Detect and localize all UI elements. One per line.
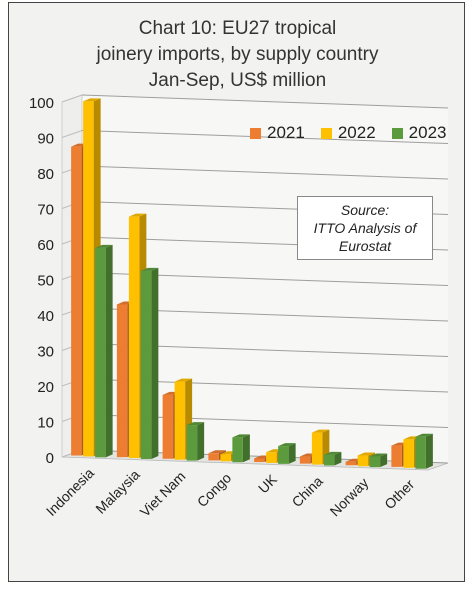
source-annotation: Source: ITTO Analysis of Eurostat [297, 196, 433, 260]
x-tick-label-china: China [289, 473, 326, 510]
x-tick-label-congo: Congo [194, 469, 235, 510]
legend-item-2022: 2022 [320, 123, 376, 143]
gridline-side-100 [61, 94, 83, 103]
legend-swatch-2021 [250, 127, 261, 139]
chart-title-line-3: Jan-Sep, US$ million [148, 70, 327, 91]
y-tick-label-40: 40 [37, 308, 54, 325]
bar-malaysia-2023 [140, 267, 159, 459]
chart-title-line-2: joinery imports, by supply country [96, 44, 379, 65]
x-tick-label-uk: UK [255, 471, 281, 497]
legend-swatch-2023 [391, 127, 403, 139]
y-tick-label-0: 0 [46, 450, 54, 467]
y-tick-label-70: 70 [37, 202, 54, 219]
x-tick-label-indonesia: Indonesia [43, 465, 97, 519]
y-tick-label-10: 10 [37, 415, 54, 432]
y-tick-label-20: 20 [37, 379, 54, 396]
bar-other-2023 [415, 433, 433, 469]
y-tick-label-90: 90 [37, 131, 54, 148]
bar-norway-2023 [369, 453, 388, 468]
legend-label-2021: 2021 [267, 123, 305, 142]
gridline-100 [81, 94, 449, 109]
legend-item-2021: 2021 [250, 123, 305, 143]
source-line-3: Eurostat [338, 238, 392, 254]
source-line-1: Source: [340, 202, 390, 218]
legend-label-2023: 2023 [408, 123, 447, 142]
bar-uk-2023 [278, 443, 296, 464]
chart-title-line-1: Chart 10: EU27 tropical [138, 18, 337, 39]
y-tick-label-50: 50 [37, 273, 54, 290]
source-line-2: ITTO Analysis of [313, 220, 417, 236]
y-tick-label-60: 60 [37, 237, 54, 254]
bar-viet-nam-2023 [186, 422, 205, 461]
bar-indonesia-2023 [95, 244, 113, 458]
bar-china-2023 [323, 451, 342, 466]
legend-swatch-2022 [320, 127, 332, 139]
legend-label-2022: 2022 [337, 123, 376, 142]
x-tick-label-other: Other [381, 476, 417, 512]
y-tick-label-30: 30 [37, 344, 54, 361]
y-tick-label-80: 80 [37, 166, 54, 183]
bar-congo-2023 [232, 434, 250, 463]
gridline-80 [81, 165, 449, 180]
x-tick-label-viet-nam: Viet Nam [137, 468, 189, 520]
y-tick-label-100: 100 [29, 95, 54, 112]
x-tick-label-malaysia: Malaysia [92, 466, 143, 517]
chart-legend: 2021 2022 2023 [250, 123, 446, 143]
gridline-90 [81, 130, 449, 144]
legend-item-2023: 2023 [391, 123, 447, 143]
x-tick-label-norway: Norway [327, 475, 372, 520]
gridline-side-90 [61, 130, 83, 138]
